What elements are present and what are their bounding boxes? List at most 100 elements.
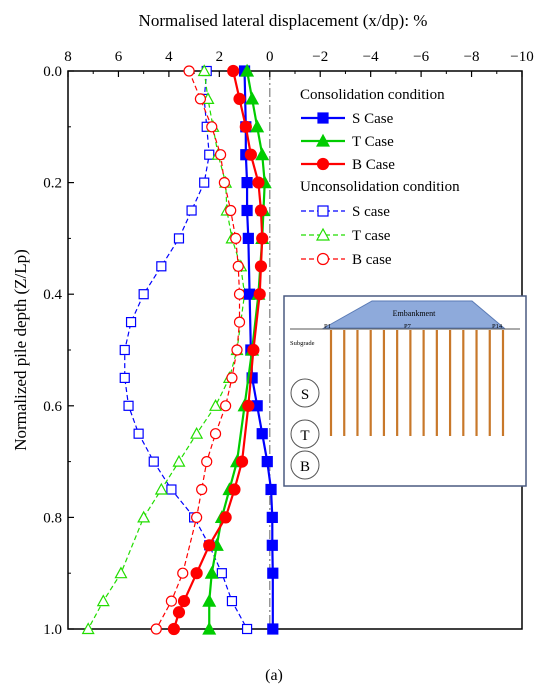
data-point	[197, 64, 211, 77]
data-point	[241, 177, 253, 189]
data-point	[190, 567, 203, 580]
data-point	[123, 400, 134, 411]
case-label-s: S	[301, 387, 309, 403]
y-tick-label: 0.0	[43, 64, 62, 80]
data-point	[183, 65, 195, 77]
x-tick-label: −8	[464, 49, 480, 65]
data-point	[209, 399, 223, 411]
data-point	[119, 344, 130, 356]
y-tick-label: 0.6	[43, 399, 62, 415]
data-point	[96, 594, 110, 607]
data-point	[233, 288, 246, 300]
data-point	[266, 511, 278, 524]
data-point	[191, 511, 203, 524]
data-point	[214, 149, 227, 161]
data-point	[247, 343, 260, 357]
data-point	[177, 594, 191, 608]
y-tick-label: 1.0	[43, 622, 62, 638]
data-point	[316, 157, 330, 171]
data-point	[177, 567, 189, 579]
case-circle-b	[290, 450, 320, 480]
data-point	[190, 426, 204, 439]
data-point	[166, 484, 177, 495]
legend: Consolidation condition Unconsolidation …	[300, 87, 460, 268]
data-point	[218, 177, 230, 189]
axes: 8 6 4 2 0 −2 −4 −6 −8 −10 0.0 0.2 0.4 0.6 0.8 1.0	[43, 49, 533, 638]
data-point	[253, 288, 266, 301]
data-point	[266, 539, 278, 551]
data-point	[254, 260, 268, 273]
x-tick-label: −6	[413, 49, 429, 65]
data-point	[245, 91, 260, 105]
data-point	[255, 147, 270, 161]
data-point	[317, 205, 329, 217]
data-point	[165, 595, 178, 607]
data-point	[119, 372, 130, 383]
data-point	[186, 205, 197, 216]
data-point	[235, 455, 249, 468]
data-point	[203, 539, 216, 552]
pile-label-p7: P7	[404, 323, 412, 330]
x-tick-label: −2	[312, 49, 328, 65]
data-point	[202, 593, 217, 607]
series-s-case-dashed	[119, 65, 253, 635]
data-point	[156, 261, 167, 272]
figure-caption: (a)	[265, 667, 283, 684]
data-point	[114, 566, 128, 579]
data-point	[267, 623, 279, 635]
case-circle-t	[290, 419, 320, 449]
data-point	[241, 204, 253, 217]
case-label-t: T	[300, 428, 309, 444]
data-point	[230, 232, 242, 244]
data-point	[137, 510, 151, 523]
data-point	[172, 454, 186, 467]
data-point	[220, 400, 232, 412]
y-tick-label: 0.4	[43, 287, 62, 303]
data-point	[317, 112, 329, 124]
data-point	[265, 483, 277, 496]
data-point	[239, 120, 252, 133]
legend-label: B Case	[352, 157, 395, 173]
legend-group-unconsolidation: Unconsolidation condition	[300, 179, 460, 195]
embankment-label: Embankment	[393, 309, 436, 318]
x-tick-label: 4	[165, 49, 173, 65]
data-point	[252, 176, 265, 189]
legend-label: B case	[352, 252, 392, 268]
legend-item: B case	[301, 252, 392, 268]
x-tick-label: −4	[363, 49, 379, 65]
data-point	[254, 204, 268, 217]
series-line	[155, 70, 241, 630]
data-point	[216, 568, 227, 579]
series-b-case-dashed	[150, 65, 246, 635]
inset-schematic: Embankment Subgrade P1 P7 P14 S T B	[283, 295, 527, 487]
data-point	[233, 316, 246, 328]
data-point	[227, 64, 240, 78]
series-s-case-solid	[238, 65, 279, 635]
data-point	[232, 260, 244, 272]
legend-label: S Case	[352, 111, 394, 127]
data-point	[240, 63, 255, 77]
data-point	[315, 227, 331, 241]
data-point	[172, 606, 186, 619]
data-point	[154, 482, 168, 495]
data-point	[315, 133, 331, 147]
data-point	[196, 483, 208, 496]
y-tick-label: 0.8	[43, 510, 62, 526]
legend-item: T case	[301, 227, 391, 244]
data-point	[256, 428, 268, 440]
data-point	[125, 317, 137, 328]
x-tick-label: 6	[115, 49, 123, 65]
legend-item: B Case	[301, 157, 395, 173]
data-point	[173, 233, 185, 244]
data-point	[150, 623, 162, 635]
data-point	[233, 92, 246, 106]
y-tick-label: 0.2	[43, 176, 62, 192]
data-point	[256, 232, 269, 245]
pile-group	[329, 330, 505, 436]
data-point	[261, 456, 273, 468]
data-point	[242, 232, 254, 244]
data-point	[231, 344, 243, 356]
data-point	[204, 565, 219, 579]
data-point	[202, 621, 217, 635]
x-tick-label: 0	[266, 49, 274, 65]
